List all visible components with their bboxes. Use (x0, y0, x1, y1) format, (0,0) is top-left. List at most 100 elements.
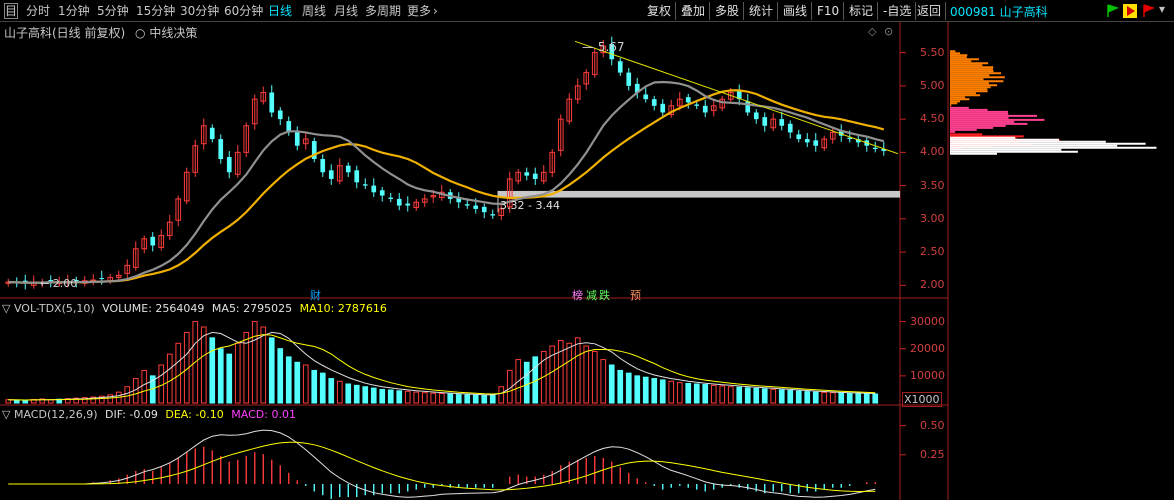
volume-bar (744, 387, 751, 404)
candle-body-down (872, 147, 878, 150)
volume-bar (498, 386, 505, 404)
indicator-label[interactable]: 中线决策 (149, 26, 198, 40)
candle-body-down (634, 83, 640, 93)
volume-bar (421, 392, 428, 404)
volume-bar (719, 385, 726, 404)
tab-period-60min[interactable]: 60分钟 (224, 4, 264, 18)
diamond-icon[interactable]: ◇ (868, 25, 877, 38)
candle-body-down (277, 110, 283, 120)
tab-period-15min[interactable]: 15分钟 (136, 4, 176, 18)
tab-multi-period[interactable]: 多周期 (365, 4, 402, 18)
f10-button[interactable]: F10 (813, 2, 845, 20)
back-button[interactable]: 返回 (913, 2, 947, 20)
event-marker-drop[interactable]: 跌 (599, 289, 610, 302)
statistics-button[interactable]: 统计 (745, 2, 779, 20)
volume-bar (379, 388, 386, 404)
volume-bar (778, 389, 785, 404)
price-panel-title: 山子高科(日线 前复权) ○ 中线决策 (4, 24, 197, 41)
volume-indicator-name[interactable]: VOL-TDX(5,10) (13, 302, 95, 315)
volume-bar (98, 395, 105, 404)
volume-bar (370, 387, 377, 404)
alert-flag-icon[interactable] (1141, 4, 1156, 18)
candle-body-down (405, 203, 411, 206)
fuquan-button[interactable]: 复权 (643, 2, 677, 20)
chip-distribution (950, 50, 1157, 155)
event-marker-reduce[interactable]: 减 (586, 289, 597, 302)
volume-bar (727, 386, 734, 404)
price-panel-name: 山子高科(日线 前复权) (4, 26, 126, 40)
tab-period-monthly[interactable]: 月线 (334, 4, 359, 18)
tab-period-5min[interactable]: 5分钟 (97, 4, 129, 18)
candle-body-down (660, 103, 666, 113)
volume-ma10-line (8, 334, 876, 401)
volume-bar (217, 348, 224, 404)
flag-icon[interactable] (1105, 4, 1120, 18)
play-icon[interactable] (1123, 4, 1137, 18)
candle-body-up (183, 171, 190, 202)
volume-bar (175, 342, 182, 404)
price-grid (900, 52, 906, 286)
event-marker-forecast[interactable]: 预 (630, 289, 641, 302)
menu-icon[interactable]: 目 (4, 3, 18, 19)
candle-body-down (804, 139, 810, 143)
volume-tick-label: 10000 (910, 368, 945, 382)
candle-body-up (515, 171, 522, 182)
volume-bar (39, 398, 46, 404)
event-marker-rank[interactable]: 榜 (572, 289, 583, 302)
volume-bar (693, 383, 700, 404)
candle-body-down (456, 196, 462, 203)
multi-stock-button[interactable]: 多股 (711, 2, 745, 20)
event-marker-finance[interactable]: 财 (310, 289, 321, 302)
overlay-button[interactable]: 叠加 (677, 2, 711, 20)
tab-period-weekly[interactable]: 周线 (302, 4, 327, 18)
volume-bar (804, 391, 811, 404)
candle-body-up (591, 52, 598, 76)
volume-bar (523, 361, 530, 404)
volume-bar (294, 361, 301, 404)
volume-bar (455, 394, 462, 404)
candle-body-down (736, 90, 742, 100)
candle-body-up (260, 92, 267, 102)
volume-bar (192, 321, 199, 404)
chevron-down-icon[interactable]: ▽ (2, 302, 11, 315)
volume-bar (81, 397, 88, 404)
macd-dea: DEA: -0.10 (165, 408, 224, 421)
candle-body-down (320, 159, 326, 173)
tab-period-30min[interactable]: 30分钟 (180, 4, 220, 18)
trendline-line (574, 40, 899, 155)
candle-body-down (881, 149, 887, 152)
candle-body-up (234, 151, 241, 175)
tab-period-fenshi[interactable]: 分时 (26, 4, 51, 18)
chart-area (0, 22, 1157, 500)
chevron-right-icon[interactable]: › (433, 4, 438, 18)
candle-body-down (813, 140, 819, 146)
volume-bar (634, 375, 641, 404)
candle-body-down (532, 173, 538, 179)
volume-bar (863, 393, 870, 404)
tab-period-1min[interactable]: 1分钟 (58, 4, 90, 18)
chevron-down-icon[interactable]: ▽ (2, 408, 11, 421)
candle-body-up (132, 248, 139, 268)
volume-bar (345, 383, 352, 404)
volume-bar (685, 382, 692, 404)
macd-dif: DIF: -0.09 (105, 408, 158, 421)
volume-bar (319, 372, 326, 404)
candle-body-down (847, 137, 853, 140)
candle-body-down (362, 184, 368, 186)
volume-bar (353, 384, 360, 404)
tab-more[interactable]: 更多 (407, 4, 432, 18)
settings-icon[interactable]: ⊙ (884, 25, 894, 38)
macd-dif-line (8, 429, 876, 498)
tab-period-daily[interactable]: 日线 (268, 4, 293, 18)
candle-body-down (626, 72, 632, 86)
dropdown-icon[interactable]: ▾ (1159, 2, 1166, 16)
candle-body-down (328, 170, 334, 179)
volume-bar (336, 380, 343, 404)
draw-line-button[interactable]: 画线 (779, 2, 813, 20)
candle-body-up (251, 98, 258, 125)
mark-button[interactable]: 标记 (845, 2, 879, 20)
remove-watchlist-button[interactable]: -自选 (879, 2, 917, 20)
circle-icon[interactable]: ○ (135, 26, 146, 40)
volume-bar (158, 364, 165, 404)
macd-indicator-name[interactable]: MACD(12,26,9) (13, 408, 98, 421)
